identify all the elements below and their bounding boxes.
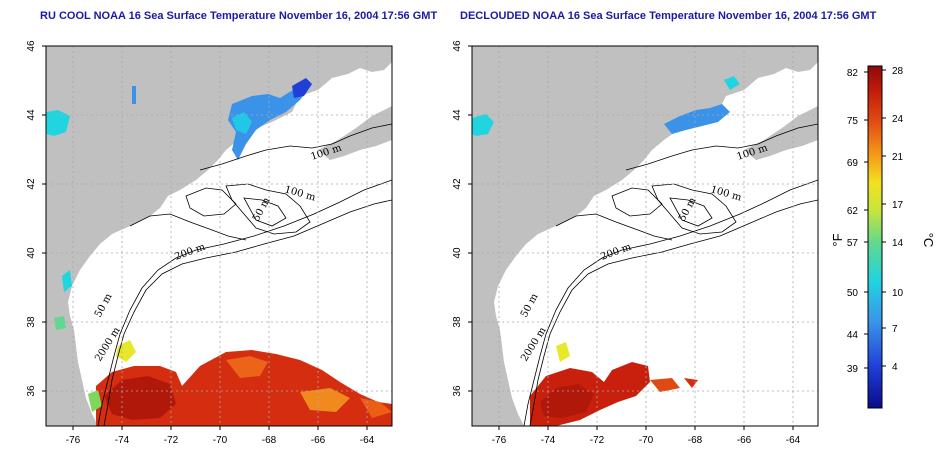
y-tick-label: 38 (452, 316, 463, 328)
land-nova-scotia (744, 106, 818, 160)
right-map-title: DECLOUDED NOAA 16 Sea Surface Temperatur… (460, 10, 877, 22)
bathymetry-contours (523, 123, 818, 426)
left-x-axis (72, 426, 368, 430)
fahrenheit-tick: 82 (847, 68, 859, 79)
right-map-frame (471, 45, 819, 427)
celsius-tick: 4 (892, 362, 898, 373)
celsius-tick: 28 (892, 66, 904, 77)
x-tick-label: -66 (737, 435, 752, 446)
x-tick-label: -72 (590, 435, 605, 446)
land-nova-scotia (318, 106, 392, 160)
y-tick-label: 46 (26, 40, 37, 52)
x-tick-label: -68 (262, 435, 277, 446)
x-tick-label: -74 (115, 435, 130, 446)
celsius-tick: 7 (892, 324, 898, 335)
land-mass (472, 46, 818, 426)
celsius-tick: 10 (892, 288, 904, 299)
celsius-tick: 21 (892, 152, 904, 163)
left-map-frame (45, 45, 393, 427)
y-tick-label: 46 (452, 40, 463, 52)
x-tick-label: -64 (786, 435, 801, 446)
sst-patch-gulf-of-maine (228, 80, 312, 160)
y-tick-label: 38 (26, 316, 37, 328)
map-grid (472, 46, 818, 426)
left-y-axis (42, 45, 46, 392)
celsius-axis-label: °C (921, 233, 936, 248)
y-tick-label: 44 (452, 109, 463, 121)
right-y-axis (468, 45, 472, 392)
x-tick-label: -72 (164, 435, 179, 446)
fahrenheit-tick: 57 (847, 238, 859, 249)
left-map-title: RU COOL NOAA 16 Sea Surface Temperature … (40, 10, 438, 22)
colorbar-gradient (867, 65, 883, 409)
map-grid (46, 46, 392, 426)
fahrenheit-tick: 39 (847, 364, 859, 375)
fahrenheit-tick: 69 (847, 158, 859, 169)
x-tick-label: -70 (213, 435, 228, 446)
x-tick-label: -74 (541, 435, 556, 446)
celsius-tick: 24 (892, 114, 904, 125)
fahrenheit-tick: 50 (847, 288, 859, 299)
fahrenheit-tick: 62 (847, 206, 859, 217)
celsius-tick: 17 (892, 200, 904, 211)
x-tick-label: -68 (688, 435, 703, 446)
y-tick-label: 44 (26, 109, 37, 121)
left-map-panel: 100 m 100 m 50 m 200 m 50 m 2000 m (45, 45, 393, 427)
x-tick-label: -70 (639, 435, 654, 446)
x-tick-label: -64 (360, 435, 375, 446)
fahrenheit-tick: 75 (847, 116, 859, 127)
x-tick-label: -76 (492, 435, 507, 446)
y-tick-label: 42 (26, 178, 37, 190)
y-tick-label: 40 (452, 247, 463, 259)
y-tick-label: 42 (452, 178, 463, 190)
land-mass (46, 46, 392, 426)
bathymetry-contours (97, 123, 392, 426)
y-tick-label: 40 (26, 247, 37, 259)
left-map-content: 100 m 100 m 50 m 200 m 50 m 2000 m (46, 46, 392, 426)
right-map-panel: 100 m 100 m 50 m 200 m 50 m 2000 m (471, 45, 819, 427)
sst-patch-gulf-of-maine (664, 104, 730, 134)
right-x-axis (498, 426, 794, 430)
x-tick-label: -66 (311, 435, 326, 446)
temperature-colorbar: 82 75 69 62 57 50 44 39 28 24 21 17 14 1… (830, 65, 936, 409)
celsius-tick: 14 (892, 238, 904, 249)
fahrenheit-tick: 44 (847, 330, 859, 341)
y-tick-label: 36 (452, 385, 463, 397)
x-tick-label: -76 (66, 435, 81, 446)
fahrenheit-axis-label: °F (830, 233, 845, 246)
y-tick-label: 36 (26, 385, 37, 397)
